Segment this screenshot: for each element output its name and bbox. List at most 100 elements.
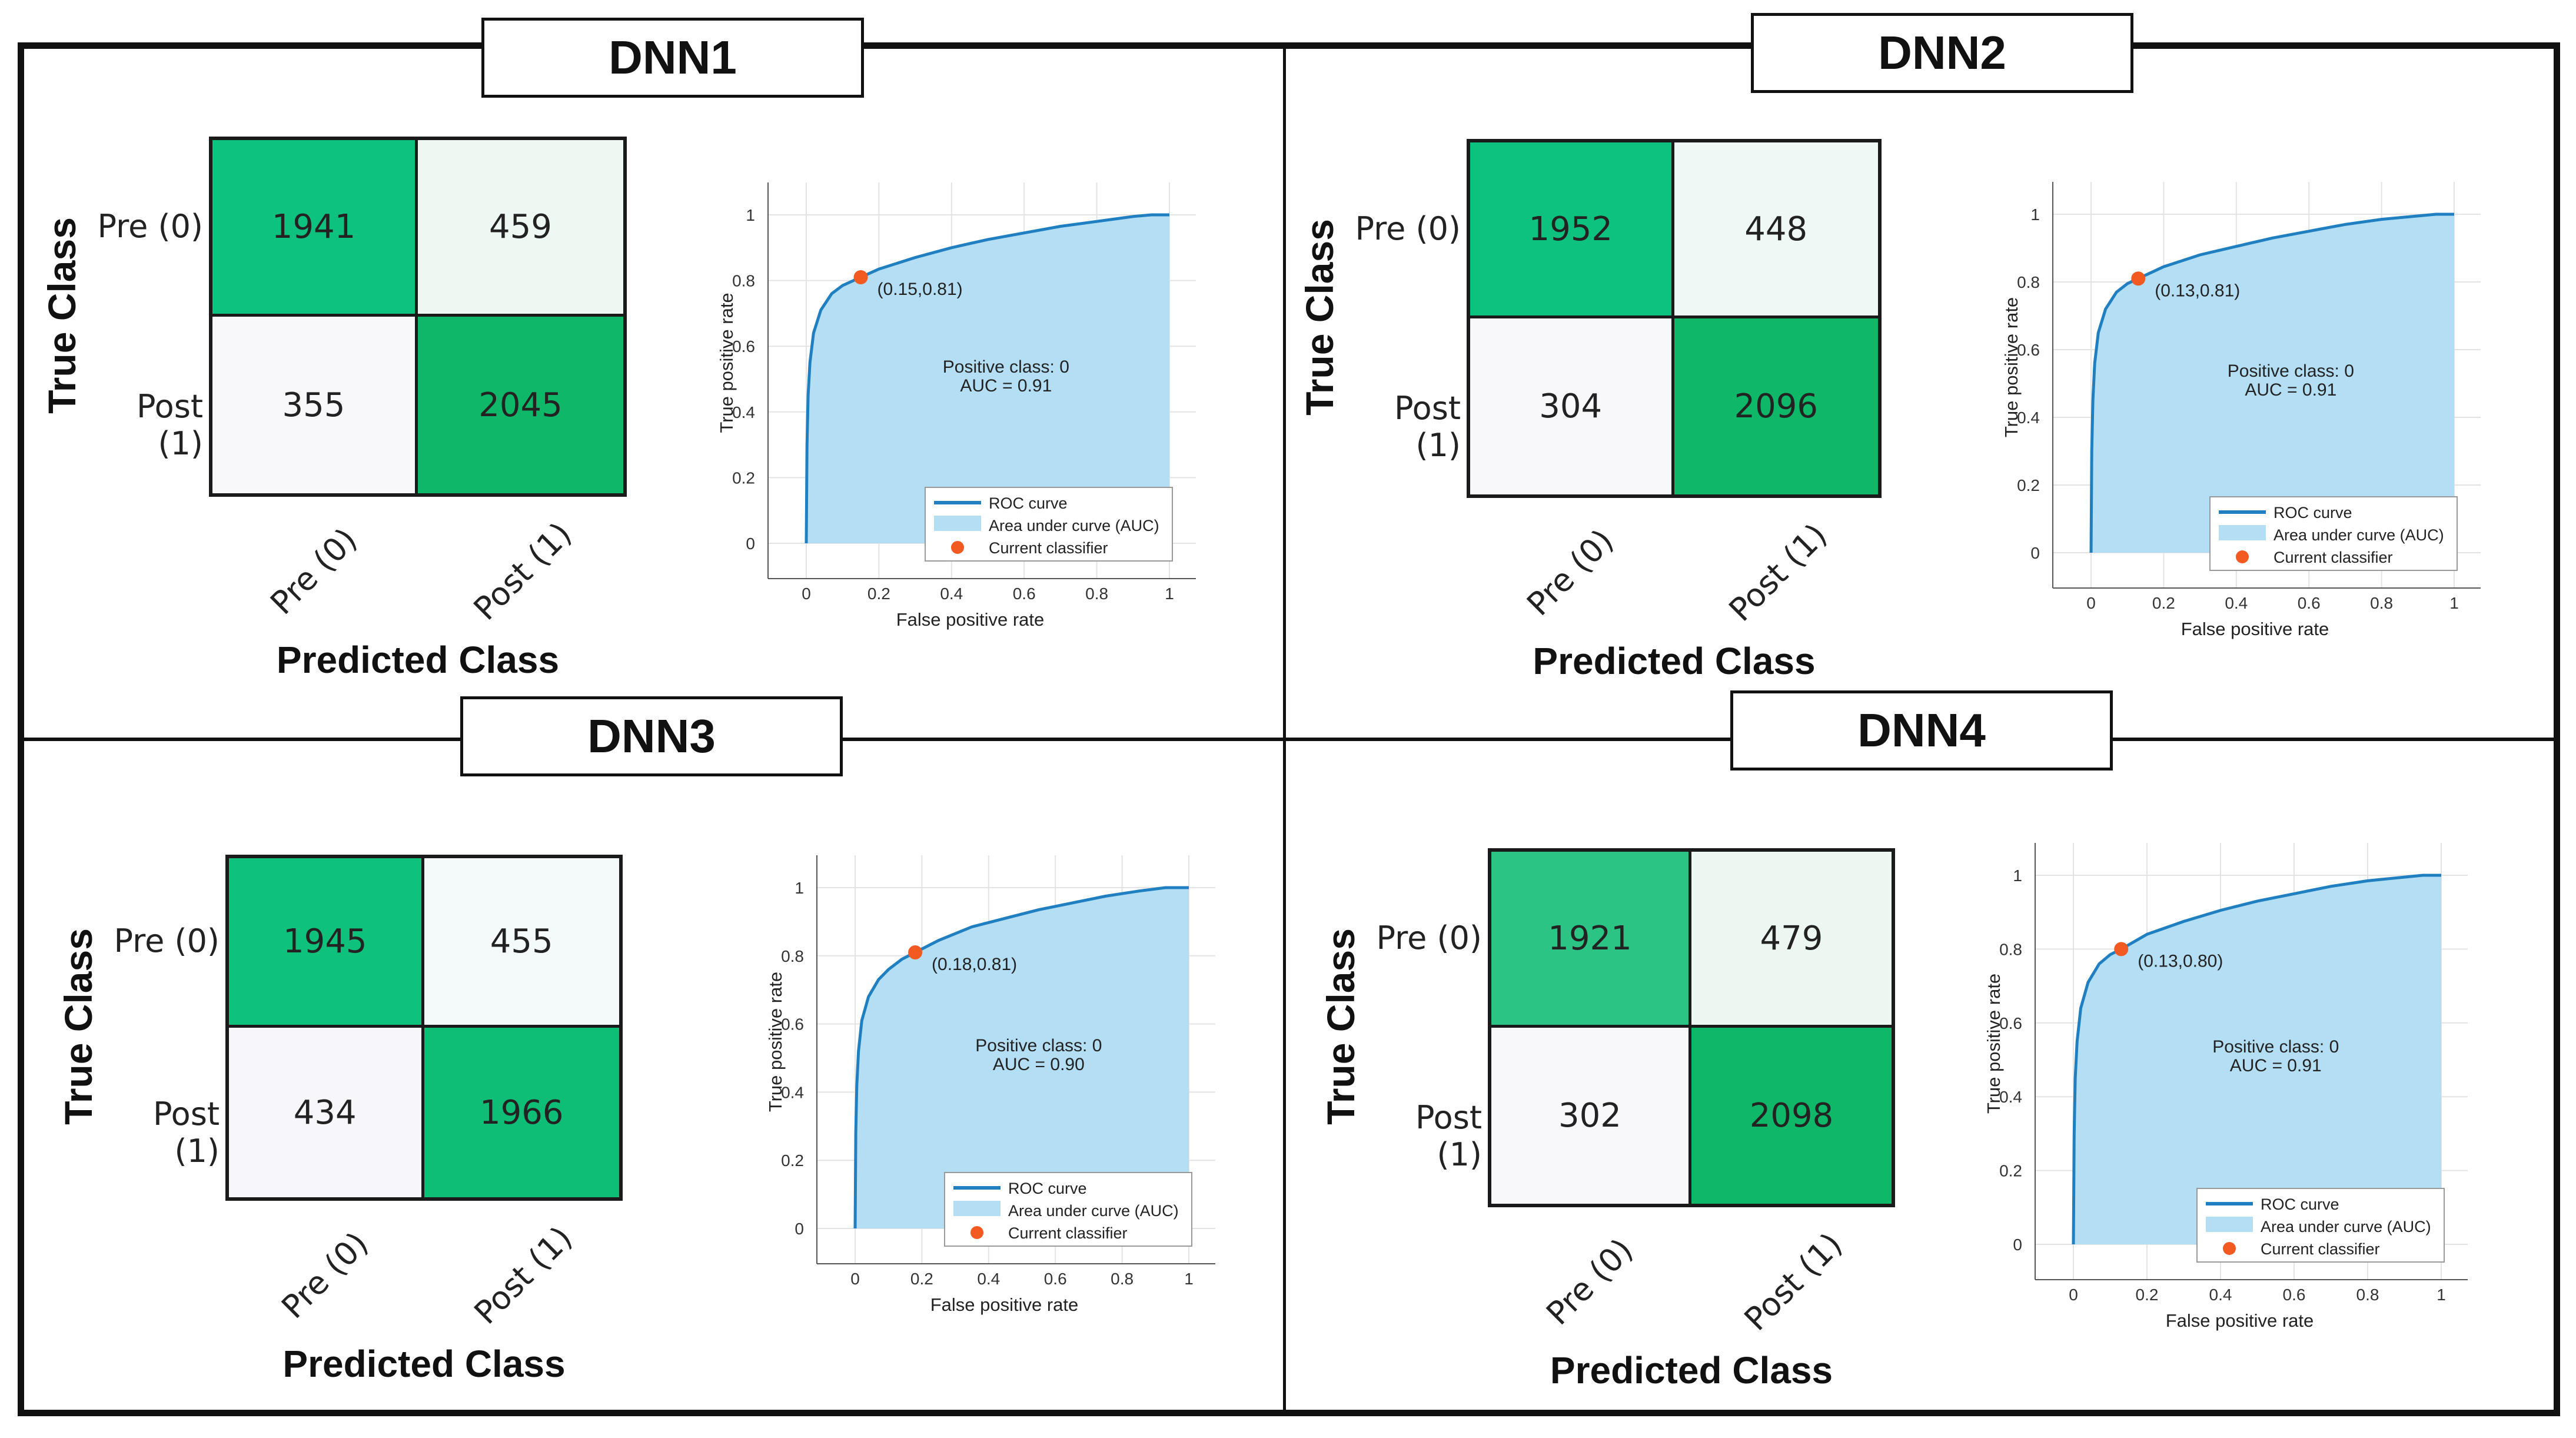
- panel-2-roc-xtick-0: 0: [2086, 594, 2096, 612]
- panel-1-roc-xtick-2: 0.4: [940, 585, 963, 603]
- panel-1-roc-xlabel: False positive rate: [896, 609, 1045, 630]
- panel-2-roc-ytick-4: 0.8: [2017, 273, 2040, 291]
- panel-4-cm-row-label-1: Post (1): [1415, 1098, 1482, 1173]
- panel-4-roc-xtick-4: 0.8: [2356, 1286, 2379, 1304]
- panel-1-roc-legend-label-1: Area under curve (AUC): [989, 517, 1159, 534]
- panel-2-roc-ytick-1: 0.2: [2017, 476, 2040, 494]
- panel-2-roc-legend-label-1: Area under curve (AUC): [2273, 526, 2444, 544]
- panel-3-roc-xtick-1: 0.2: [910, 1270, 933, 1288]
- panel-3-cm-predicted-class-label: Predicted Class: [282, 1343, 566, 1385]
- panel-2-roc-classifier-point: [2131, 271, 2146, 286]
- panel-4-roc-xtick-1: 0.2: [2136, 1286, 2159, 1304]
- panel-3-cm-cell-1-0: 434: [229, 1028, 424, 1197]
- panel-3-roc-xlabel: False positive rate: [930, 1294, 1079, 1315]
- panel-2-roc-legend-label-2: Current classifier: [2273, 549, 2393, 566]
- panel-3-roc-ytick-3: 0.6: [781, 1015, 804, 1034]
- horizontal-divider: [18, 738, 2560, 741]
- panel-4-roc-chart: 0 0.2 0.4 0.6 0.8 1 0 0.2 0.4 0.6 0.8 1 (0.13,0.80) P…: [1983, 843, 2468, 1331]
- panel-4-roc-xtick-2: 0.4: [2209, 1286, 2232, 1304]
- panel-2-confusion-matrix: 1952 448 304 2096: [1467, 139, 1882, 498]
- panel-2-cm-cell-0-0: 1952: [1470, 142, 1674, 318]
- panel-2-cm-row-label-1: Post (1): [1394, 389, 1461, 464]
- panel-2-roc-xtick-2: 0.4: [2225, 594, 2248, 612]
- panel-4-roc-auc-area: [2073, 875, 2441, 1244]
- panel-2-roc-xtick-5: 1: [2449, 594, 2459, 612]
- panel-1-roc-curve: [805, 213, 1169, 544]
- panel-4-roc-classifier-point: [2114, 942, 2129, 957]
- panel-2-roc-point-label: (0.13,0.81): [2155, 281, 2240, 300]
- panel-4-roc-legend-label-2: Current classifier: [2261, 1240, 2380, 1258]
- panel-2-roc-legend-area-swatch: [2219, 525, 2266, 540]
- panel-3-roc-xtick-4: 0.8: [1111, 1270, 1134, 1288]
- panel-4-roc-xtick-0: 0: [2069, 1286, 2078, 1304]
- panel-4-roc-ytick-5: 1: [2013, 866, 2022, 885]
- panel-4-cm-cell-1-1: 2098: [1691, 1028, 1892, 1204]
- panel-4-roc-ytick-2: 0.4: [1999, 1088, 2022, 1106]
- panel-4-roc-ytick-3: 0.6: [1999, 1014, 2022, 1032]
- panel-1-roc-xtick-3: 0.6: [1013, 585, 1036, 603]
- panel-1-roc-ytick-5: 1: [746, 206, 755, 224]
- panel-1-cm-row-label-1: Post (1): [137, 388, 203, 462]
- panel-2-cm-predicted-class-label: Predicted Class: [1533, 640, 1816, 682]
- outer-frame: [18, 42, 2560, 1416]
- panel-3-cm-cell-0-1: 455: [424, 858, 619, 1028]
- panel-4-cm-cell-0-0: 1921: [1491, 852, 1691, 1028]
- panel-3-roc-legend-area-swatch: [953, 1201, 1001, 1216]
- panel-2-cm-row-label-0: Pre (0): [1355, 210, 1461, 247]
- panel-1-cm-cell-1-0: 355: [212, 317, 418, 493]
- panel-1-cm-cell-0-1: 459: [418, 140, 623, 317]
- panel-3-roc-legend-label-0: ROC curve: [1008, 1180, 1087, 1197]
- panel-2-roc-ytick-5: 1: [2030, 205, 2040, 224]
- panel-1-roc-auc-text: AUC = 0.91: [960, 376, 1052, 396]
- panel-1-roc-chart: 0 0.2 0.4 0.6 0.8 1 0 0.2 0.4 0.6 0.8 1 (0.15,0.81) P…: [716, 182, 1196, 630]
- panel-2-roc-legend-label-0: ROC curve: [2273, 504, 2352, 522]
- panel-4-roc-legend-area-swatch: [2206, 1217, 2253, 1232]
- panel-1-title: DNN1: [481, 18, 864, 98]
- panel-1-cm-true-class-label: True Class: [40, 217, 84, 414]
- panel-1-roc-ytick-3: 0.6: [732, 337, 755, 356]
- panel-2-roc-chart: 0 0.2 0.4 0.6 0.8 1 0 0.2 0.4 0.6 0.8 1 (0.13,0.81) P…: [2001, 182, 2481, 639]
- panel-3-roc-point-label: (0.18,0.81): [932, 955, 1017, 974]
- panel-1-roc-legend-point-swatch: [951, 541, 964, 554]
- panel-1-roc-ylabel: True positive rate: [716, 293, 737, 433]
- panel-2-roc-curve: [2089, 212, 2454, 553]
- panel-4-cm-cell-0-1: 479: [1691, 852, 1892, 1028]
- panel-4-roc-auc-text: AUC = 0.91: [2230, 1056, 2322, 1075]
- panel-2-roc-ylabel: True positive rate: [2001, 297, 2022, 437]
- panel-2-cm-cell-1-1: 2096: [1674, 318, 1878, 494]
- panel-3-cm-cell-0-0: 1945: [229, 858, 424, 1028]
- panel-3-roc-auc-text: AUC = 0.90: [993, 1055, 1085, 1074]
- panel-4-roc-legend-label-0: ROC curve: [2261, 1195, 2339, 1213]
- panel-4-roc-point-label: (0.13,0.80): [2138, 951, 2223, 971]
- panel-3-roc-auc-area: [855, 888, 1189, 1228]
- panel-1-roc-ytick-0: 0: [746, 534, 755, 553]
- panel-3-roc-xtick-3: 0.6: [1044, 1270, 1067, 1288]
- panel-4-roc-legend-label-1: Area under curve (AUC): [2261, 1218, 2431, 1236]
- panel-2-cm-true-class-label: True Class: [1298, 219, 1341, 416]
- panel-2-roc-xtick-1: 0.2: [2152, 594, 2175, 612]
- panel-3-roc-ytick-2: 0.4: [781, 1083, 804, 1101]
- panel-1-roc-ytick-4: 0.8: [732, 272, 755, 290]
- panel-3-roc-legend-point-swatch: [970, 1226, 983, 1239]
- panel-1-roc-ytick-2: 0.4: [732, 403, 755, 421]
- panel-4-roc-ytick-4: 0.8: [1999, 940, 2022, 958]
- panel-4-roc-xlabel: False positive rate: [2166, 1310, 2314, 1331]
- panel-4-roc-ylabel: True positive rate: [1983, 974, 2004, 1114]
- panel-1-roc-auc-area: [806, 215, 1169, 543]
- panel-3-roc-xtick-0: 0: [850, 1270, 860, 1288]
- panel-2-title: DNN2: [1751, 13, 2133, 93]
- panel-2-roc-xtick-4: 0.8: [2370, 594, 2393, 612]
- panel-3-roc-classifier-point: [908, 945, 923, 960]
- panel-2-roc-legend-point-swatch: [2236, 550, 2249, 563]
- panel-2-roc-positive-class: Positive class: 0: [2228, 361, 2354, 381]
- panel-2-roc-ytick-0: 0: [2030, 544, 2040, 562]
- panel-1-roc-xtick-5: 1: [1165, 585, 1174, 603]
- panel-3-roc-ytick-4: 0.8: [781, 947, 804, 965]
- panel-4-roc-xtick-5: 1: [2437, 1286, 2446, 1304]
- panel-3-roc-chart: 0 0.2 0.4 0.6 0.8 1 0 0.2 0.4 0.6 0.8 1 (0.18,0.81) P…: [765, 855, 1215, 1315]
- panel-3-roc-xtick-2: 0.4: [977, 1270, 1000, 1288]
- panel-1-cm-predicted-class-label: Predicted Class: [276, 639, 560, 681]
- panel-2-cm-cell-0-1: 448: [1674, 142, 1878, 318]
- panel-3-roc-positive-class: Positive class: 0: [975, 1036, 1102, 1055]
